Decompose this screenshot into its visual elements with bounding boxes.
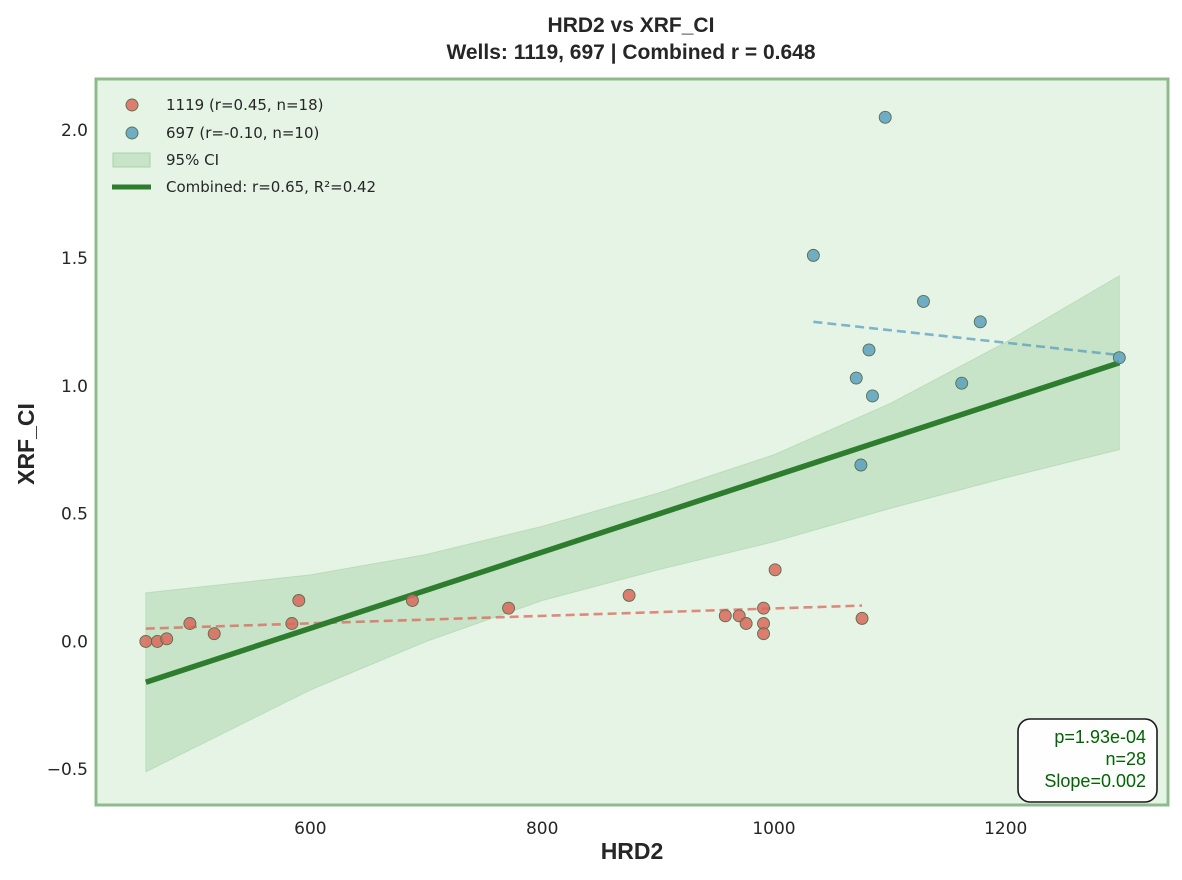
data-point-series-1 bbox=[160, 632, 174, 646]
data-point-series-1 bbox=[285, 617, 299, 630]
x-tick-label: 800 bbox=[526, 819, 558, 839]
data-point-series-1 bbox=[739, 617, 753, 630]
stats-line: p=1.93e-04 bbox=[1054, 727, 1146, 747]
y-tick-label: −0.5 bbox=[47, 760, 88, 780]
data-point-series-1 bbox=[622, 588, 636, 602]
data-point-series-1 bbox=[757, 627, 770, 641]
chart-title: HRD2 vs XRF_CI bbox=[548, 14, 715, 37]
data-point-series-2 bbox=[917, 294, 930, 308]
data-point-series-1 bbox=[502, 601, 516, 615]
legend-entry-label: 697 (r=-0.10, n=10) bbox=[166, 124, 319, 142]
y-tick-label: 2.0 bbox=[61, 121, 88, 141]
x-tick-label: 1000 bbox=[752, 819, 795, 839]
plot-frame bbox=[94, 77, 1170, 807]
y-tick-label: 0.0 bbox=[61, 632, 88, 652]
stats-line: n=28 bbox=[1105, 749, 1146, 769]
data-point-series-1 bbox=[768, 563, 782, 577]
data-point-series-1 bbox=[207, 627, 221, 641]
legend-entry-label: 1119 (r=0.45, n=18) bbox=[166, 96, 323, 114]
combined-fit-line bbox=[144, 360, 1121, 685]
data-point-series-2 bbox=[878, 110, 892, 124]
data-point-series-2 bbox=[854, 458, 868, 472]
data-point-series-2 bbox=[849, 371, 863, 385]
data-point-series-1 bbox=[718, 609, 732, 623]
data-point-series-2 bbox=[973, 315, 987, 329]
x-tick-label: 600 bbox=[294, 819, 326, 839]
x-tick-label: 1200 bbox=[984, 819, 1027, 839]
data-point-series-1 bbox=[757, 601, 770, 615]
legend-marker bbox=[112, 152, 151, 168]
trend-line-series-1 bbox=[145, 604, 863, 630]
chart-subtitle: Wells: 1119, 697 | Combined r = 0.648 bbox=[446, 41, 815, 64]
legend: 1119 (r=0.45, n=18) 697 (r=-0.10, n=10) 95… bbox=[112, 96, 376, 196]
data-point-series-2 bbox=[862, 343, 876, 357]
plot-area: 600 800 1000 1200 −0.5 0.0 0.5 1.0 1.5 2.0 1119 (r… bbox=[47, 77, 1170, 839]
y-tick-label: 1.0 bbox=[61, 377, 88, 397]
data-point-series-1 bbox=[405, 594, 419, 607]
data-point-series-2 bbox=[866, 389, 879, 403]
x-axis-label: HRD2 bbox=[601, 838, 664, 864]
data-point-series-2 bbox=[1112, 351, 1126, 365]
y-tick-label: 1.5 bbox=[61, 249, 88, 269]
stats-box bbox=[1017, 718, 1158, 803]
legend-entry-label: 95% CI bbox=[166, 151, 219, 169]
data-point-series-1 bbox=[139, 634, 153, 648]
y-axis-label: XRF_CI bbox=[13, 403, 39, 485]
y-tick-label: 0.5 bbox=[61, 505, 88, 525]
data-point-series-2 bbox=[955, 376, 969, 390]
legend-marker bbox=[125, 126, 139, 140]
stats-line: Slope=0.002 bbox=[1044, 771, 1146, 791]
trend-line-series-2 bbox=[813, 320, 1120, 357]
legend-marker bbox=[125, 98, 139, 112]
data-point-series-1 bbox=[292, 594, 306, 607]
legend-entry-label: Combined: r=0.65, R²=0.42 bbox=[166, 178, 376, 196]
data-point-series-1 bbox=[855, 611, 869, 625]
data-point-series-1 bbox=[183, 617, 197, 630]
data-point-series-2 bbox=[806, 248, 820, 262]
